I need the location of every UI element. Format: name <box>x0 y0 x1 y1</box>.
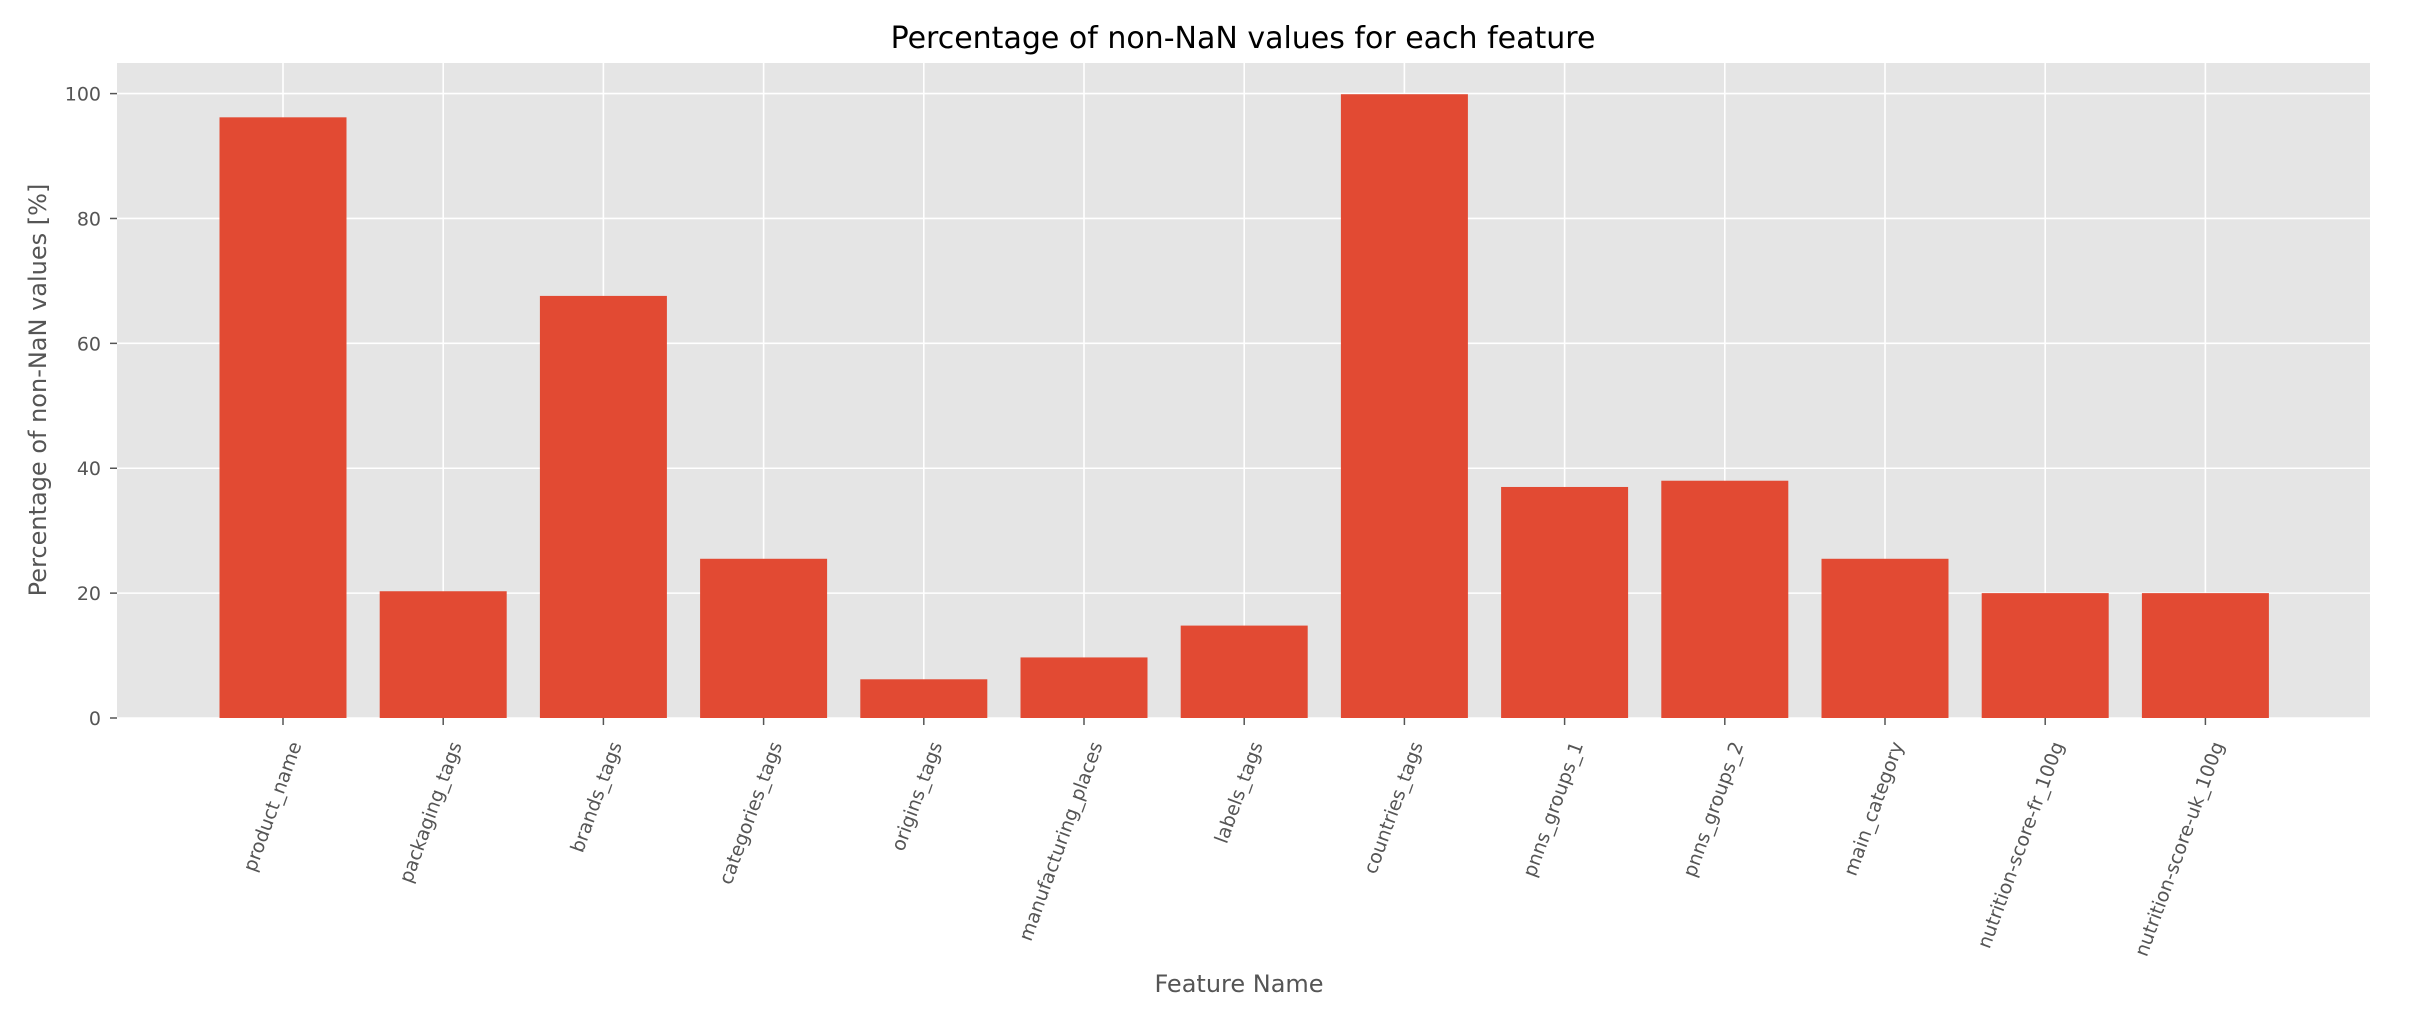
y-axis-label: Percentage of non-NaN values [%] <box>24 184 52 597</box>
bar-nutrition-score-uk_100g <box>2141 593 2269 718</box>
bar-pnns_groups_2 <box>1661 480 1789 718</box>
bar-main_category <box>1821 558 1949 718</box>
x-tick-label: packaging_tags <box>395 739 466 886</box>
x-tick-label: labels_tags <box>1211 739 1268 847</box>
y-tick-label: 60 <box>77 333 101 355</box>
bar-manufacturing_places <box>1020 657 1148 718</box>
bars <box>219 94 2269 718</box>
y-tick-label: 20 <box>77 583 101 605</box>
x-tick-label: product_name <box>239 739 306 875</box>
x-tick-label: main_category <box>1840 739 1909 879</box>
bar-nutrition-score-fr_100g <box>1981 593 2109 718</box>
chart-title: Percentage of non-NaN values for each fe… <box>891 21 1596 56</box>
y-tick-label: 100 <box>65 84 101 106</box>
bar-categories_tags <box>700 558 828 718</box>
x-tick-label: brands_tags <box>566 739 626 856</box>
bar-brands_tags <box>539 295 667 718</box>
bar-pnns_groups_1 <box>1501 486 1629 718</box>
bar-countries_tags <box>1340 94 1468 718</box>
x-tick-label: nutrition-score-uk_100g <box>2131 739 2229 960</box>
bar-packaging_tags <box>379 591 507 718</box>
x-tick-label: nutrition-score-fr_100g <box>1973 739 2068 951</box>
bar-labels_tags <box>1180 625 1308 718</box>
y-axis-ticks: 0 20 40 60 80 100 <box>65 84 117 730</box>
y-tick-label: 80 <box>77 208 101 230</box>
x-tick-label: countries_tags <box>1360 739 1428 877</box>
y-tick-label: 0 <box>89 708 101 730</box>
x-tick-label: categories_tags <box>715 739 787 888</box>
bar-product_name <box>219 117 347 718</box>
x-tick-label: pnns_groups_1 <box>1519 739 1588 880</box>
x-tick-label: manufacturing_places <box>1015 739 1108 944</box>
x-axis-label: Feature Name <box>1154 970 1323 998</box>
x-tick-label: origins_tags <box>887 739 947 854</box>
bar-origins_tags <box>860 679 988 718</box>
x-axis-ticks: product_name packaging_tags brands_tags cat… <box>239 718 2229 959</box>
y-tick-label: 40 <box>77 458 101 480</box>
x-tick-label: pnns_groups_2 <box>1679 739 1748 880</box>
